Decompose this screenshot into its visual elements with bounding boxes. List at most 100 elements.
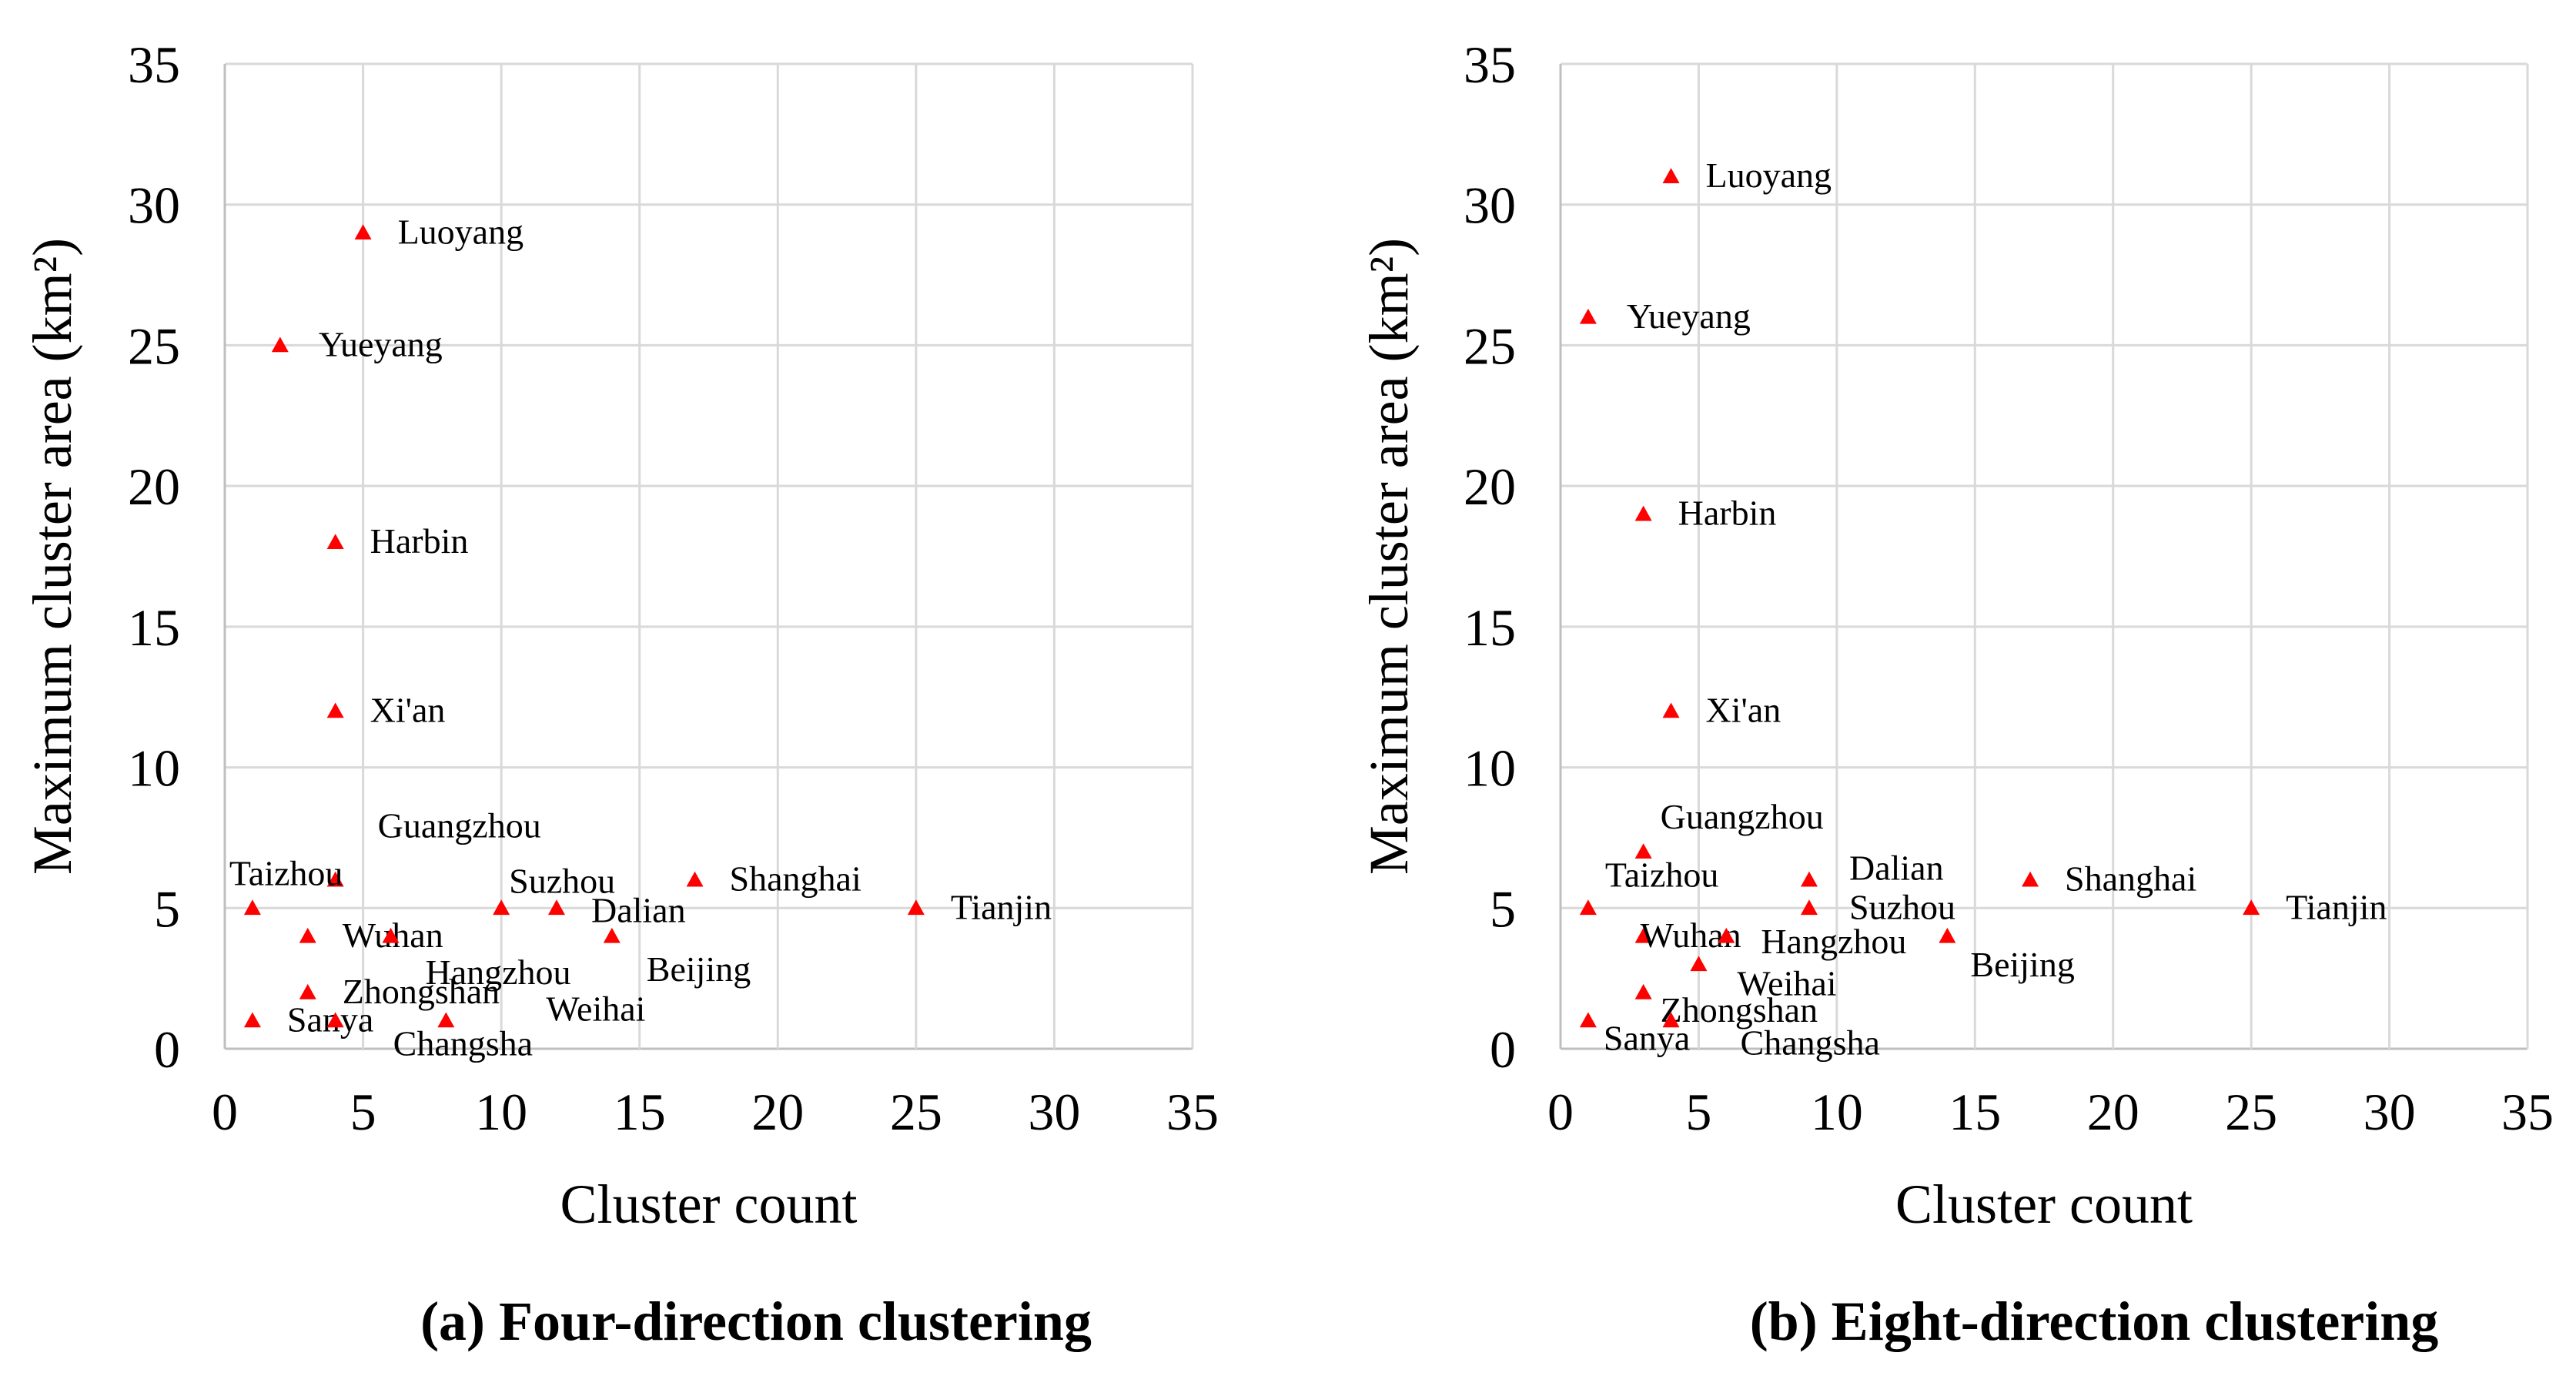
panel-b-eight-direction: 0 5 10 15 20 25 30 35 0 5 10 15 20 25 30 35 Cluster coun… [1358,35,2554,1352]
x-tick-label: 30 [2364,1083,2416,1141]
y-axis-title: Maximum cluster area (km²) [1358,238,1420,875]
data-point-marker [907,899,925,916]
data-point-marker [1579,1012,1597,1028]
data-point-marker [1690,956,1708,972]
data-point-marker [1662,702,1680,718]
y-tick-label: 15 [1464,598,1516,657]
data-point-marker [437,1012,455,1028]
data-point-marker [1634,843,1652,859]
data-point-label: Zhongshan [1661,990,1818,1029]
x-tick-label: 25 [2225,1083,2277,1141]
data-point-marker [493,899,510,916]
data-point-label: Changsha [393,1023,533,1063]
data-point-marker [243,1012,261,1028]
y-tick-label: 0 [154,1020,180,1079]
x-tick-label: 35 [2501,1083,2554,1141]
x-tick-label: 0 [1547,1083,1574,1141]
data-point-label: Xi'an [370,690,446,729]
data-point-label: Tianjin [951,887,1052,926]
x-tick-label: 10 [1811,1083,1863,1141]
data-point-marker [2022,871,2039,887]
y-tick-label: 25 [1464,316,1516,375]
y-tick-label: 5 [154,879,180,938]
data-point-marker [1634,983,1652,999]
data-point-marker [686,871,704,887]
x-tick-label: 10 [475,1083,527,1141]
x-axis-title: Cluster count [1895,1173,2193,1235]
data-point-label: Shanghai [2065,859,2196,899]
panel-caption: (b) Eight-direction clustering [1750,1291,2439,1352]
data-point-marker [603,927,621,943]
x-tick-label: 15 [1949,1083,2001,1141]
panel-a-four-direction: 0 5 10 15 20 25 30 35 0 5 10 15 20 25 30 35 Cluster coun… [22,35,1219,1352]
x-tick-label: 30 [1028,1083,1080,1141]
y-tick-label: 20 [1464,457,1516,516]
data-point-marker [1634,927,1652,943]
data-point-marker [1800,899,1818,916]
data-point-label: Harbin [1678,494,1777,533]
y-tick-label: 35 [128,35,180,94]
data-point-label: Taizhou [229,853,343,892]
data-point-label: Luoyang [398,212,524,251]
data-point-marker [271,336,289,353]
data-point-label: Luoyang [1706,156,1832,195]
data-point-label: Dalian [591,890,686,929]
y-axis-title: Maximum cluster area (km²) [22,238,83,875]
data-point-marker [547,899,565,916]
data-point-label: Changsha [1741,1023,1880,1062]
panel-caption: (a) Four-direction clustering [420,1291,1092,1352]
y-tick-label: 15 [128,598,180,657]
data-point-label: Yueyang [319,324,443,363]
x-tick-label: 35 [1166,1083,1219,1141]
data-point-marker [1634,505,1652,521]
y-tick-label: 5 [1490,879,1516,938]
data-point-marker [299,983,316,999]
data-point-label: Suzhou [509,861,615,900]
y-tick-label: 30 [128,176,180,235]
x-tick-label: 0 [212,1083,238,1141]
data-point-marker [354,224,372,240]
y-tick-label: 10 [128,739,180,798]
data-point-marker [326,1012,344,1028]
data-point-label: Tianjin [2286,887,2387,926]
y-tick-label: 10 [1464,739,1516,798]
data-point-marker [326,702,344,718]
data-point-label: Beijing [1970,945,2074,984]
data-point-marker [1662,1012,1680,1028]
data-point-marker [326,534,344,550]
data-point-marker [2243,899,2260,916]
data-point-marker [1579,308,1597,324]
data-point-marker [1939,927,1956,943]
y-tick-label: 35 [1464,35,1516,94]
data-point-label: Zhongshan [343,972,500,1011]
x-tick-label: 25 [890,1083,942,1141]
y-tick-label: 0 [1490,1020,1516,1079]
data-point-label: Guangzhou [378,806,541,845]
data-point-label: Beijing [647,949,751,989]
data-point-marker [1800,871,1818,887]
data-point-marker [1718,927,1735,943]
x-axis-title: Cluster count [560,1173,858,1235]
data-point-marker [382,927,400,943]
data-point-label: Xi'an [1706,690,1781,729]
x-tick-label: 5 [1685,1083,1711,1141]
data-point-label: Taizhou [1605,855,1719,894]
data-point-marker [243,899,261,916]
data-point-label: Hangzhou [1761,922,1906,961]
data-point-label: Yueyang [1627,296,1751,336]
x-tick-label: 5 [350,1083,376,1141]
data-point-label: Suzhou [1849,887,1955,926]
data-point-label: Sanya [287,999,373,1039]
data-point-label: Hangzhou [425,952,570,992]
data-point-label: Harbin [370,521,469,561]
x-tick-label: 15 [614,1083,666,1141]
data-point-label: Shanghai [730,859,861,899]
data-point-marker [1662,168,1680,183]
data-point-label: Guangzhou [1661,797,1824,836]
y-tick-label: 25 [128,316,180,375]
data-point-marker [1579,899,1597,916]
x-tick-label: 20 [751,1083,804,1141]
data-point-label: Weihai [546,989,645,1028]
data-point-label: Weihai [1737,963,1836,1003]
